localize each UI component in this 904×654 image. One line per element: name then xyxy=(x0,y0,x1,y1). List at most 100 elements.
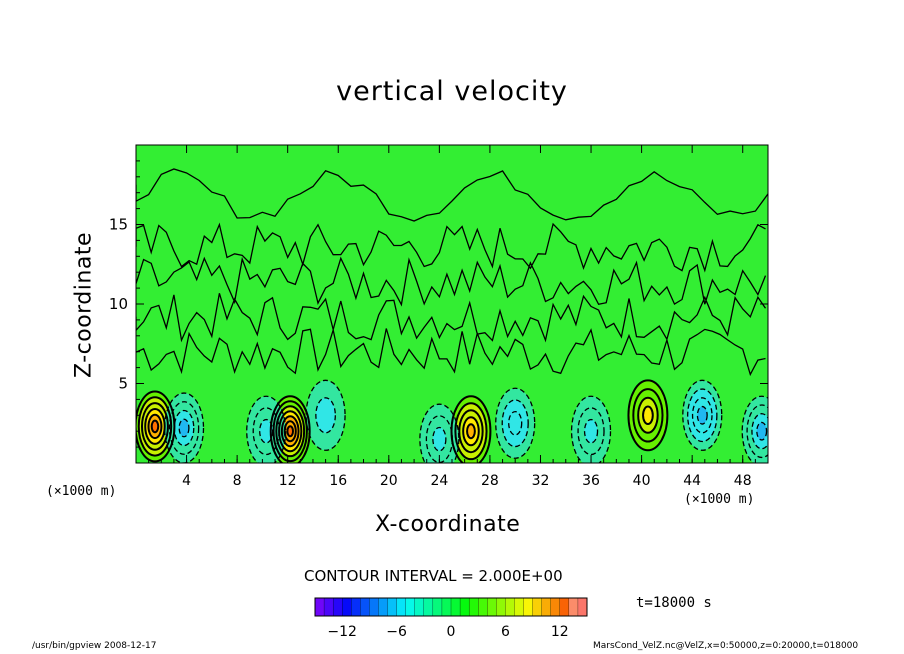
cell-level xyxy=(687,389,717,442)
cell-level xyxy=(419,404,459,463)
velocity-cell xyxy=(164,393,204,463)
colorbar-swatch xyxy=(378,597,388,617)
contour-line xyxy=(144,407,166,445)
cell-level xyxy=(287,426,293,437)
contour-line xyxy=(275,405,306,458)
velocity-cell xyxy=(682,380,722,451)
contour-line xyxy=(150,419,160,434)
contour-line xyxy=(741,395,768,463)
cell-level xyxy=(467,424,475,439)
contour-line xyxy=(137,396,173,457)
colorbar-swatch xyxy=(478,597,488,617)
y-axis-label: Z-coordinate xyxy=(71,232,97,378)
contour-line xyxy=(570,395,612,463)
velocity-cell xyxy=(451,396,491,463)
cell-level xyxy=(692,397,713,433)
cell-level xyxy=(148,414,162,439)
colorbar-swatch xyxy=(550,597,561,617)
colorbar-swatch xyxy=(332,597,343,617)
cell-level xyxy=(682,380,722,451)
cell-level xyxy=(432,427,446,451)
cell-level xyxy=(253,407,280,455)
time-label: t=18000 s xyxy=(636,595,712,611)
x-ticks: 4 8 12 16 20 24 28 32 36 40 44 48 xyxy=(148,145,756,489)
colorbar-swatch xyxy=(414,597,425,617)
upper-contour xyxy=(136,168,768,222)
x-tick-label: 8 xyxy=(233,473,242,489)
cell-level xyxy=(643,406,653,425)
velocity-cell xyxy=(495,388,535,459)
cell-level xyxy=(151,420,159,433)
cell-level xyxy=(756,422,767,440)
contour-line xyxy=(286,425,294,438)
velocity-cell xyxy=(742,396,768,463)
contour-line xyxy=(637,396,659,434)
colorbar: −12 −6 0 6 12 xyxy=(314,597,588,640)
cell-level xyxy=(141,403,168,450)
cell-level xyxy=(451,396,491,463)
contour-line xyxy=(627,379,669,452)
contour-line xyxy=(425,415,453,463)
cell-level xyxy=(273,401,307,462)
colorbar-tick-label: −12 xyxy=(327,624,357,640)
cell-level xyxy=(495,388,535,459)
cell-level xyxy=(306,380,346,451)
cell-level xyxy=(697,406,708,425)
contour-line xyxy=(315,397,336,434)
velocity-cell xyxy=(136,391,175,462)
contour-line xyxy=(272,400,308,463)
colorbar-tick-label: 0 xyxy=(447,624,456,640)
colorbar-swatch xyxy=(432,597,443,617)
colorbar-swatch xyxy=(514,597,524,617)
contour-line xyxy=(283,420,297,443)
cell-level xyxy=(136,391,175,462)
x-tick-label: 24 xyxy=(430,473,448,489)
cell-level xyxy=(742,396,768,463)
contour-line xyxy=(178,418,190,438)
contour-line xyxy=(140,402,169,451)
cell-level xyxy=(633,389,663,442)
colorbar-swatch xyxy=(496,597,506,617)
colorbar-frame xyxy=(314,597,588,617)
velocity-cell xyxy=(571,396,611,463)
colorbar-swatch xyxy=(396,597,407,617)
x-tick-label: 12 xyxy=(279,473,297,489)
colorbar-swatch xyxy=(323,597,334,617)
cell-level xyxy=(145,408,165,444)
cell-level xyxy=(281,416,299,447)
footer-right: MarsCond_VelZ.nc@VelZ,x=0:50000,z=0:2000… xyxy=(593,641,859,651)
cell-level xyxy=(463,417,479,446)
x-tick-label: 44 xyxy=(683,473,701,489)
contour-line xyxy=(751,413,768,450)
velocity-cells xyxy=(136,380,768,463)
colorbar-swatch xyxy=(369,597,379,617)
cell-level xyxy=(571,396,611,463)
colorbar-swatch xyxy=(577,597,588,617)
colorbar-swatch xyxy=(532,597,543,617)
cell-level xyxy=(246,396,286,463)
cell-level xyxy=(270,396,310,463)
contour-line xyxy=(450,395,492,463)
velocity-cell xyxy=(419,404,459,463)
contour-line xyxy=(495,387,536,459)
contour-line xyxy=(583,418,599,444)
cell-level xyxy=(315,397,336,433)
x-tick-label: 4 xyxy=(182,473,191,489)
colorbar-swatch xyxy=(468,597,479,617)
contour-line xyxy=(280,415,300,448)
x-tick-label: 40 xyxy=(633,473,651,489)
x-tick-label: 20 xyxy=(380,473,398,489)
footer-left: /usr/bin/gpview 2008-12-17 xyxy=(32,641,157,651)
x-tick-label: 28 xyxy=(481,473,499,489)
colorbar-swatch xyxy=(360,597,370,617)
colorbar-swatch xyxy=(314,597,325,617)
y-tick-label: 15 xyxy=(109,216,128,234)
colorbar-swatch xyxy=(351,597,361,617)
contour-line xyxy=(419,403,460,463)
cell-level xyxy=(279,411,302,452)
contour-line xyxy=(269,395,311,463)
cell-level xyxy=(584,419,598,443)
contour-line xyxy=(458,409,484,454)
contour-line xyxy=(168,401,200,455)
cell-level xyxy=(169,401,199,455)
